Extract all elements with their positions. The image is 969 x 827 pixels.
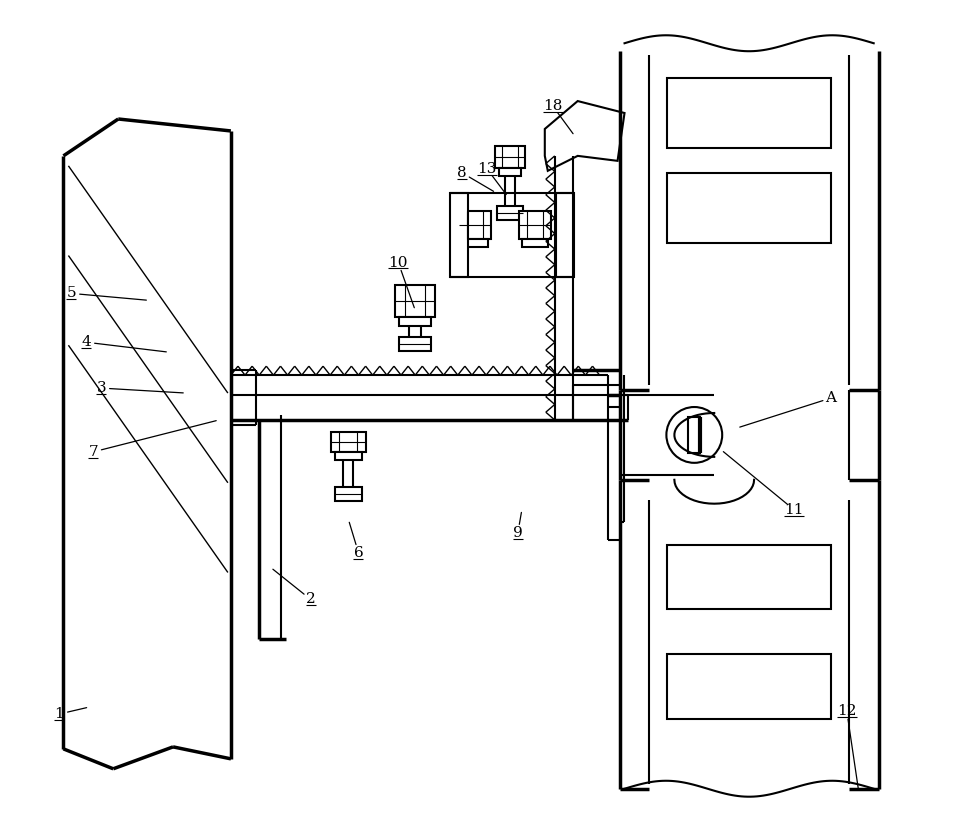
Bar	[334, 487, 362, 500]
Bar	[555, 193, 573, 277]
Bar	[330, 432, 366, 452]
Text: 4: 4	[81, 335, 91, 349]
Bar	[450, 193, 468, 277]
Text: 1: 1	[54, 707, 64, 721]
Bar	[667, 78, 830, 148]
Text: 7: 7	[88, 445, 98, 459]
Text: 12: 12	[836, 704, 856, 718]
Bar	[688, 417, 700, 453]
Bar	[518, 211, 550, 238]
Bar	[399, 318, 431, 327]
Text: 3: 3	[96, 381, 106, 395]
Text: 13: 13	[477, 162, 496, 176]
Bar	[667, 654, 830, 719]
Bar	[667, 544, 830, 609]
Bar	[461, 238, 487, 246]
Bar	[334, 452, 362, 460]
Text: 8: 8	[456, 165, 466, 179]
Bar	[496, 206, 522, 220]
Bar	[399, 337, 431, 351]
Bar	[494, 146, 524, 168]
Bar	[521, 238, 547, 246]
Text: 18: 18	[543, 99, 562, 113]
Text: 9: 9	[513, 526, 522, 539]
Bar	[667, 173, 830, 242]
Text: 11: 11	[783, 503, 803, 517]
Bar	[498, 168, 520, 176]
Bar	[458, 211, 490, 238]
Text: 5: 5	[67, 286, 77, 300]
Text: 10: 10	[389, 256, 408, 270]
Text: A: A	[825, 391, 835, 405]
Text: 6: 6	[353, 546, 363, 560]
Polygon shape	[545, 101, 624, 171]
Bar	[395, 285, 435, 318]
Text: 2: 2	[305, 592, 315, 606]
